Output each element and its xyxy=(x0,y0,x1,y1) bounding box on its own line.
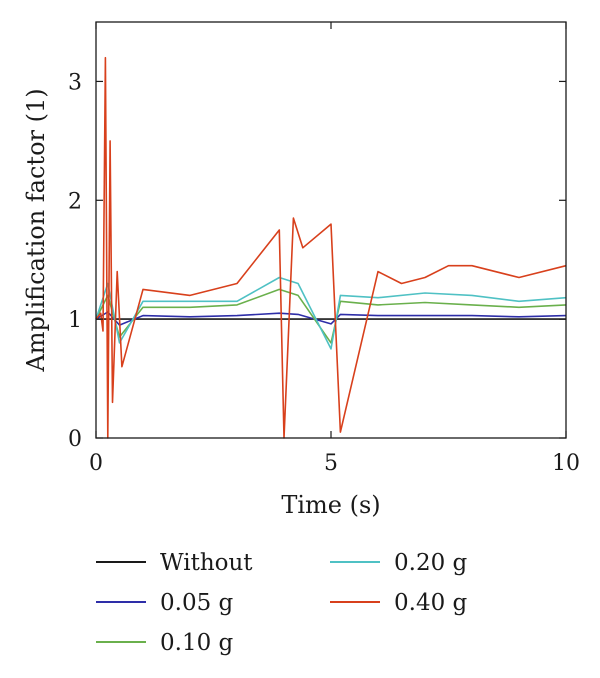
ticks-layer: 0 5 10 0 1 2 3 xyxy=(68,22,580,476)
y-axis-label: Amplification factor (1) xyxy=(22,88,50,372)
legend-label-1: 0.05 g xyxy=(160,590,234,616)
legend-label-3: 0.20 g xyxy=(394,550,468,576)
series-line-4 xyxy=(95,56,567,439)
legend-label-0: Without xyxy=(160,550,253,576)
legend-label-4: 0.40 g xyxy=(394,590,468,616)
x-tick-label: 5 xyxy=(324,451,338,476)
series-layer xyxy=(95,56,567,439)
series-line-3 xyxy=(95,276,567,350)
y-tick-label: 2 xyxy=(68,189,82,214)
y-tick-label: 0 xyxy=(68,427,82,452)
series-line-2 xyxy=(95,288,567,344)
legend-label-2: 0.10 g xyxy=(160,630,234,656)
legend: Without 0.05 g 0.10 g 0.20 g 0.40 g xyxy=(96,550,468,656)
y-tick-label: 1 xyxy=(68,308,82,333)
x-axis-label: Time (s) xyxy=(281,491,380,519)
x-tick-label: 10 xyxy=(552,451,580,476)
x-tick-label: 0 xyxy=(89,451,103,476)
series-line-1 xyxy=(95,311,567,326)
y-tick-label: 3 xyxy=(68,70,82,95)
